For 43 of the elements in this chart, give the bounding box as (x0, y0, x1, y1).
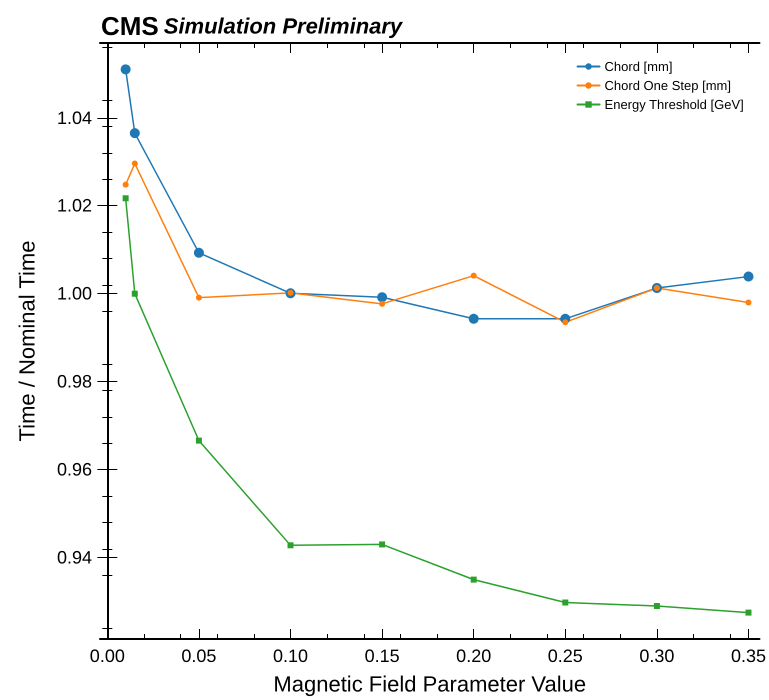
chart-subtitle: Simulation Preliminary (164, 14, 404, 38)
chart-title: CMS (101, 11, 159, 41)
x-tick-label: 0.15 (364, 646, 400, 666)
y-tick-label: 1.00 (56, 284, 92, 304)
point (196, 294, 202, 301)
x-axis-title: Magnetic Field Parameter Value (273, 672, 586, 696)
x-tick-label: 0.20 (456, 646, 492, 666)
y-axis-title: Time / Nominal Time (14, 240, 40, 442)
point (122, 182, 129, 188)
point (288, 542, 294, 548)
point (745, 610, 752, 616)
point (470, 272, 477, 279)
point (470, 576, 477, 583)
point (379, 300, 386, 307)
y-tick-label: 0.96 (56, 460, 92, 480)
x-tick-label: 0.25 (548, 646, 583, 666)
point (377, 292, 388, 302)
legend-label: Chord [mm] (604, 59, 672, 74)
point (468, 314, 479, 324)
point (132, 290, 138, 297)
y-tick-label: 1.02 (56, 196, 92, 216)
x-tick-label: 0.00 (90, 646, 125, 666)
point (196, 438, 202, 444)
point (562, 319, 568, 326)
legend-label: Energy Threshold [GeV] (604, 97, 744, 112)
y-tick-label: 0.98 (56, 372, 92, 392)
x-tick-label: 0.30 (639, 646, 674, 666)
point (130, 128, 140, 138)
x-tick-label: 0.35 (730, 646, 766, 666)
x-tick-label: 0.10 (272, 646, 308, 666)
legend-label: Chord One Step [mm] (604, 78, 731, 93)
x-tick-label: 0.05 (181, 646, 216, 666)
point (120, 64, 131, 74)
point (562, 599, 568, 606)
y-tick-label: 1.04 (56, 108, 92, 128)
point (132, 160, 138, 167)
y-tick-label: 0.94 (56, 548, 92, 568)
point (743, 272, 754, 282)
point (745, 300, 752, 306)
point (654, 603, 660, 610)
point (194, 248, 204, 258)
point (379, 541, 386, 548)
point (122, 195, 129, 202)
